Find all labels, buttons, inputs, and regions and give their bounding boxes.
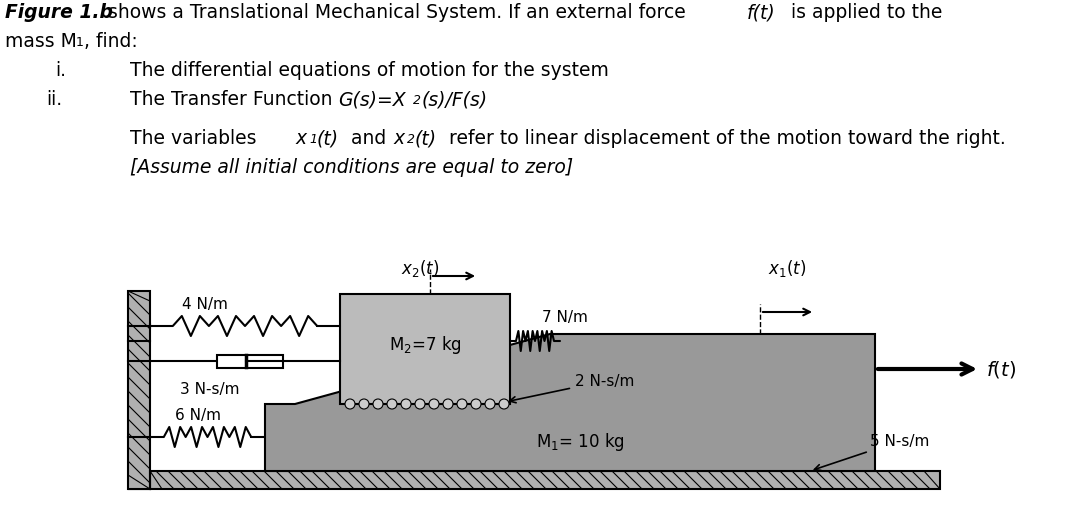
Circle shape (471, 399, 481, 409)
Text: 3 N-s/m: 3 N-s/m (180, 381, 239, 396)
Text: x: x (295, 129, 306, 148)
Text: Figure 1.b: Figure 1.b (5, 3, 113, 22)
Bar (340, 294, 510, 404)
Text: 1: 1 (309, 133, 317, 146)
Circle shape (387, 399, 397, 409)
Text: i.: i. (55, 61, 66, 80)
Circle shape (485, 399, 495, 409)
Circle shape (415, 399, 425, 409)
Text: and: and (345, 129, 392, 148)
Text: $x_2(t)$: $x_2(t)$ (401, 258, 439, 278)
Circle shape (401, 399, 411, 409)
Text: $f(t)$: $f(t)$ (986, 359, 1017, 380)
Text: is applied to the: is applied to the (785, 3, 942, 22)
Bar (128, 292, 150, 489)
Text: 2: 2 (413, 94, 421, 107)
Text: $x_1(t)$: $x_1(t)$ (768, 258, 806, 278)
Circle shape (373, 399, 383, 409)
Circle shape (499, 399, 509, 409)
Text: The Transfer Function: The Transfer Function (130, 90, 338, 109)
Text: , find:: , find: (84, 32, 138, 51)
Bar (150, 471, 940, 489)
Text: (s)/F(s): (s)/F(s) (421, 90, 488, 109)
Text: G(s)=X: G(s)=X (338, 90, 405, 109)
Text: (t): (t) (317, 129, 340, 148)
Text: [Assume all initial conditions are equal to zero]: [Assume all initial conditions are equal… (130, 158, 573, 177)
Circle shape (359, 399, 369, 409)
Text: M$_2$=7 kg: M$_2$=7 kg (388, 333, 461, 355)
Circle shape (443, 399, 453, 409)
Text: ii.: ii. (46, 90, 63, 109)
Text: shows a Translational Mechanical System. If an external force: shows a Translational Mechanical System.… (102, 3, 692, 22)
Text: 2 N-s/m: 2 N-s/m (510, 374, 634, 403)
Text: M$_1$= 10 kg: M$_1$= 10 kg (536, 430, 624, 452)
Text: 4 N/m: 4 N/m (182, 296, 227, 312)
Text: 5 N-s/m: 5 N-s/m (814, 434, 929, 470)
Text: f(t): f(t) (747, 3, 776, 22)
Text: The differential equations of motion for the system: The differential equations of motion for… (130, 61, 609, 80)
Text: (t): (t) (415, 129, 437, 148)
Text: 1: 1 (77, 36, 84, 49)
Text: refer to linear displacement of the motion toward the right.: refer to linear displacement of the moti… (443, 129, 1006, 148)
Text: 7 N/m: 7 N/m (542, 309, 588, 324)
Circle shape (345, 399, 355, 409)
Circle shape (429, 399, 439, 409)
Text: 6 N/m: 6 N/m (175, 407, 221, 422)
Text: mass M: mass M (5, 32, 77, 51)
Circle shape (457, 399, 467, 409)
Text: 2: 2 (407, 133, 415, 146)
Text: The variables: The variables (130, 129, 263, 148)
Text: x: x (393, 129, 404, 148)
Polygon shape (265, 334, 875, 471)
Bar (217, 355, 284, 368)
